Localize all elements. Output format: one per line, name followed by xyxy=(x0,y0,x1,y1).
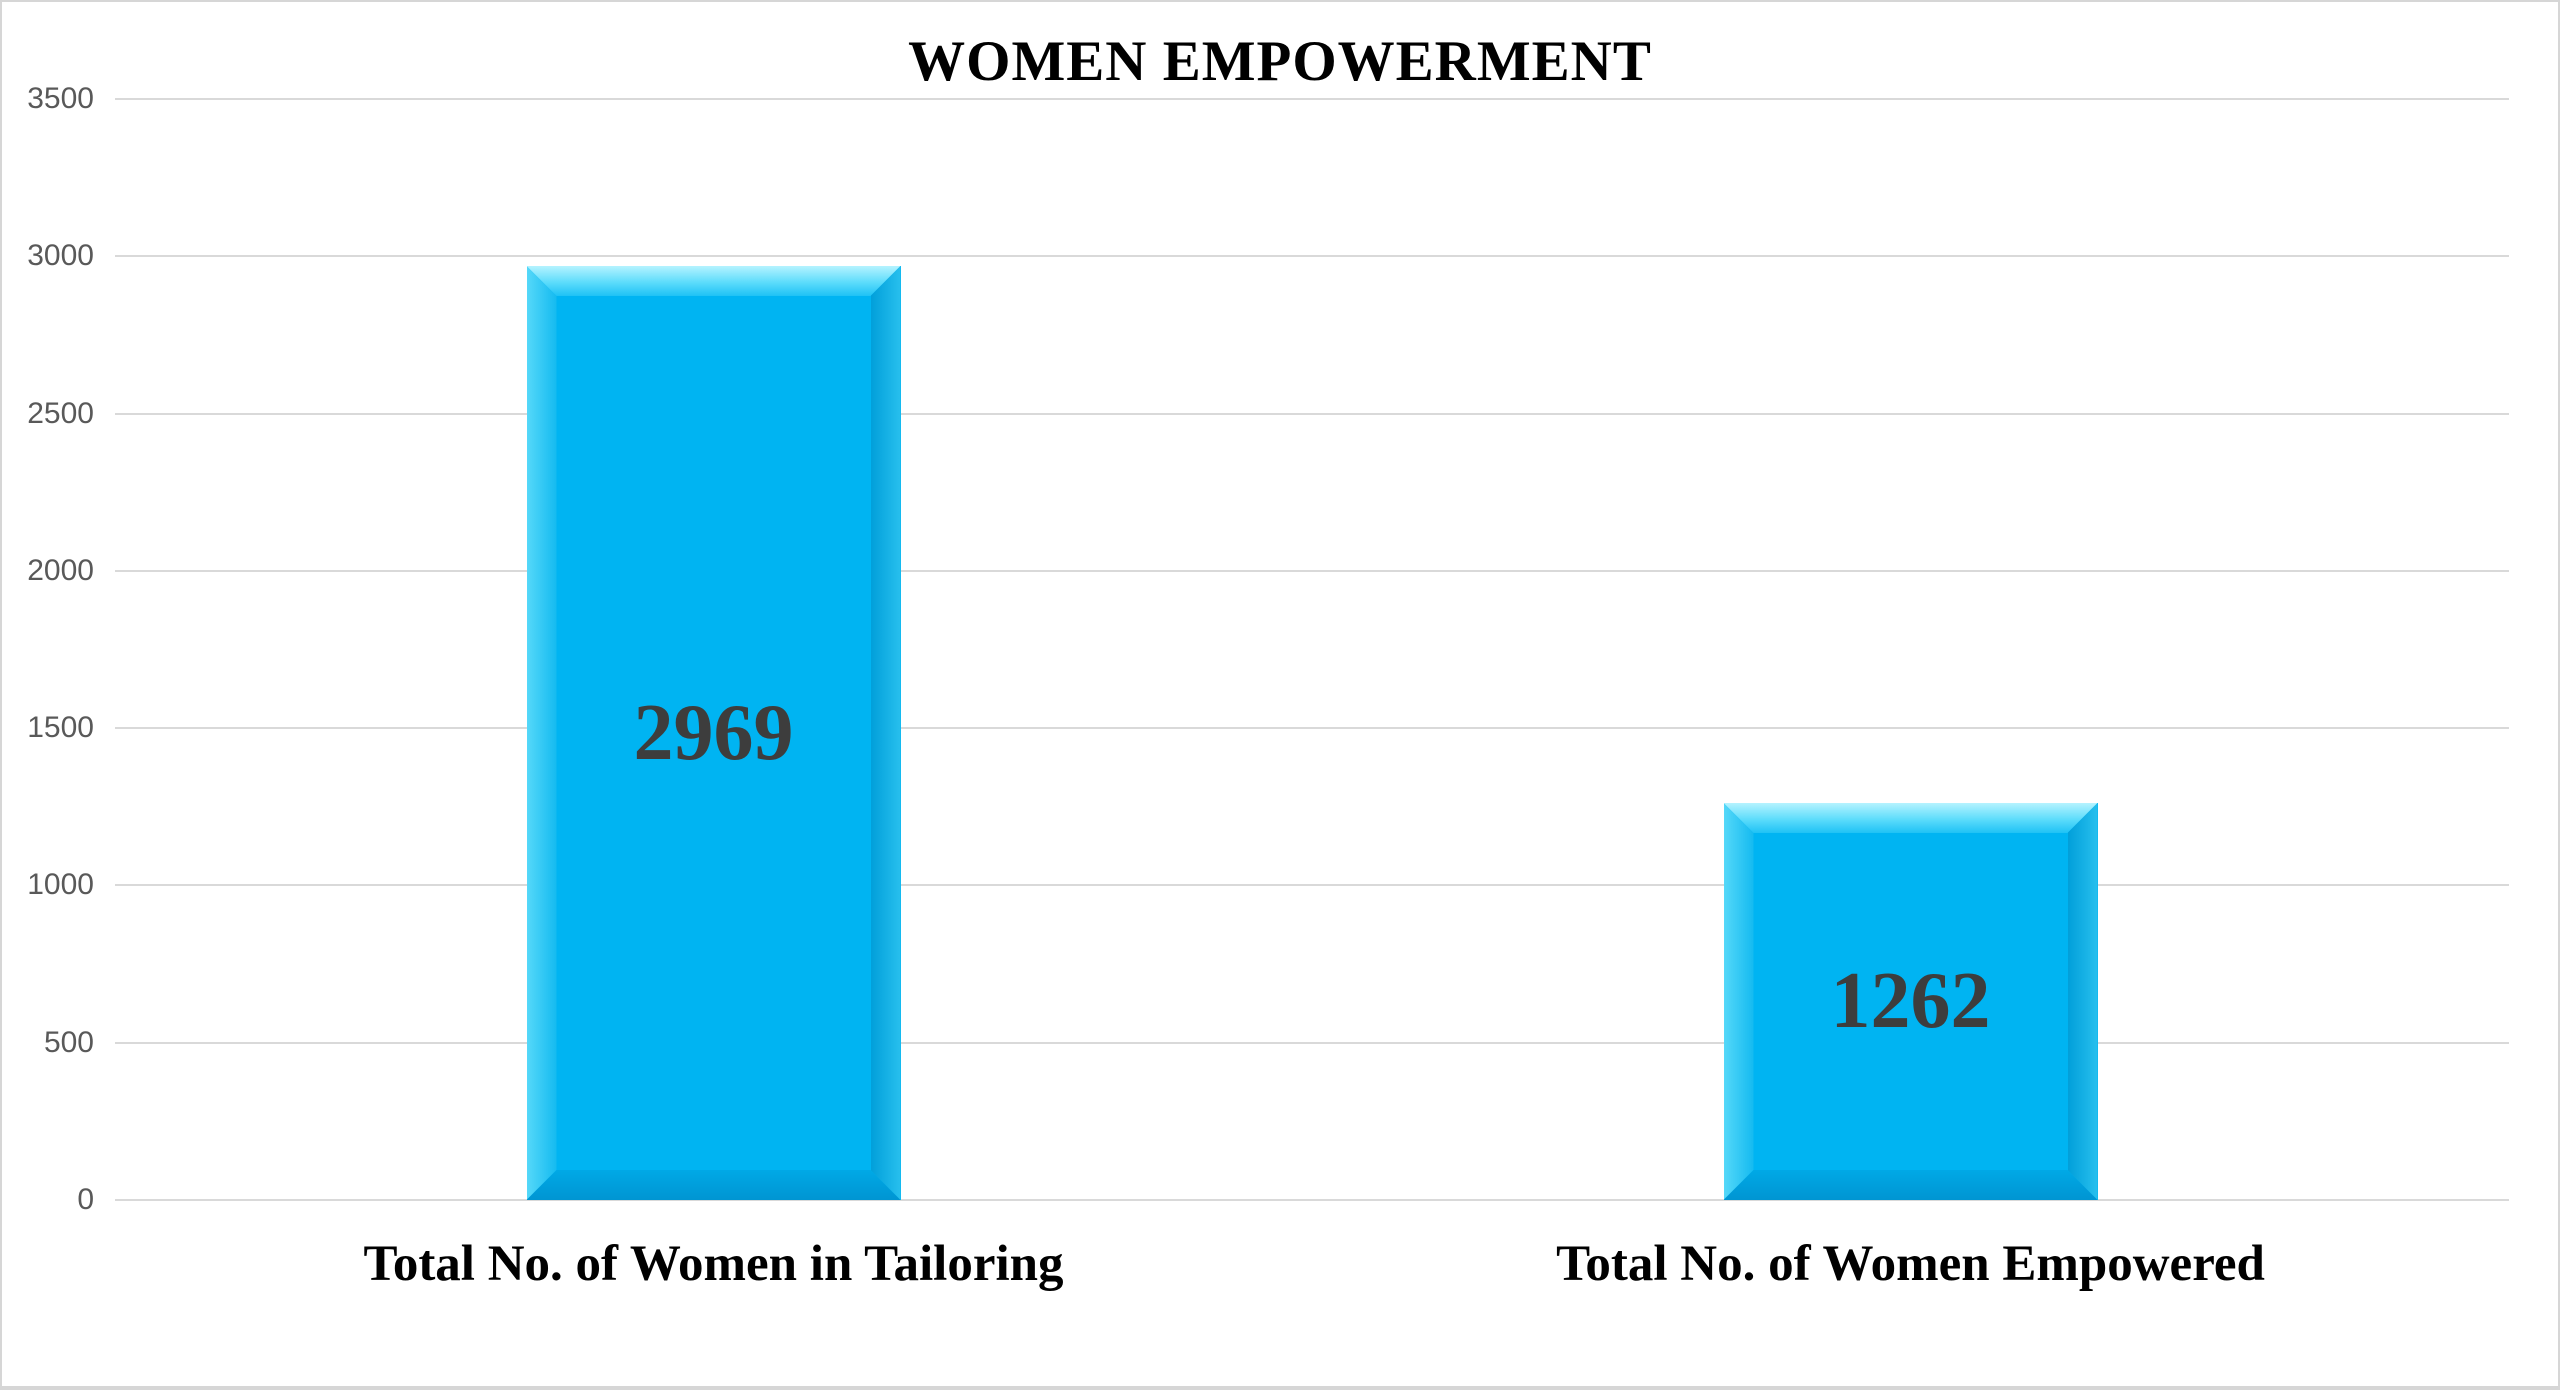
bar-bevel-right xyxy=(871,266,901,1200)
y-axis-tick-label: 0 xyxy=(77,1183,94,1216)
gridline xyxy=(115,98,2509,100)
bar-bevel-bottom xyxy=(527,1170,901,1200)
chart-title: WOMEN EMPOWERMENT xyxy=(908,30,1652,93)
bar-value-label: 2969 xyxy=(633,688,794,777)
bar-1[interactable]: 2969 xyxy=(526,266,901,1200)
gridline xyxy=(115,569,2509,572)
bar-bevel-top xyxy=(527,266,901,296)
y-axis-tick-label: 1000 xyxy=(27,868,94,902)
bar-bevel-right xyxy=(2068,803,2098,1200)
bar-bevel-bottom xyxy=(1724,1170,2098,1200)
y-axis-tick-label: 3500 xyxy=(27,82,94,115)
y-axis-tick-label: 500 xyxy=(43,1025,94,1059)
gridline xyxy=(115,727,2509,730)
y-axis-tick-label: 2500 xyxy=(27,396,94,430)
y-axis-tick-label: 1500 xyxy=(27,711,94,745)
gridline xyxy=(115,1199,2509,1201)
bar-value-label: 1262 xyxy=(1830,956,1991,1045)
gridline xyxy=(115,255,2509,258)
y-axis-tick-label: 2000 xyxy=(27,553,94,587)
bar-2[interactable]: 1262 xyxy=(1723,803,2098,1200)
y-axis-tick-label: 3000 xyxy=(27,239,94,273)
bar-bevel-top xyxy=(1724,803,2098,833)
gridline xyxy=(115,1041,2509,1044)
gridline xyxy=(115,884,2509,887)
bar-bevel-left xyxy=(1724,803,1754,1200)
gridline xyxy=(115,412,2509,415)
bar-bevel-left xyxy=(527,266,557,1200)
x-axis-category-label: Total No. of Women Empowered xyxy=(1556,1236,2265,1292)
x-axis-category-label: Total No. of Women in Tailoring xyxy=(363,1236,1064,1292)
